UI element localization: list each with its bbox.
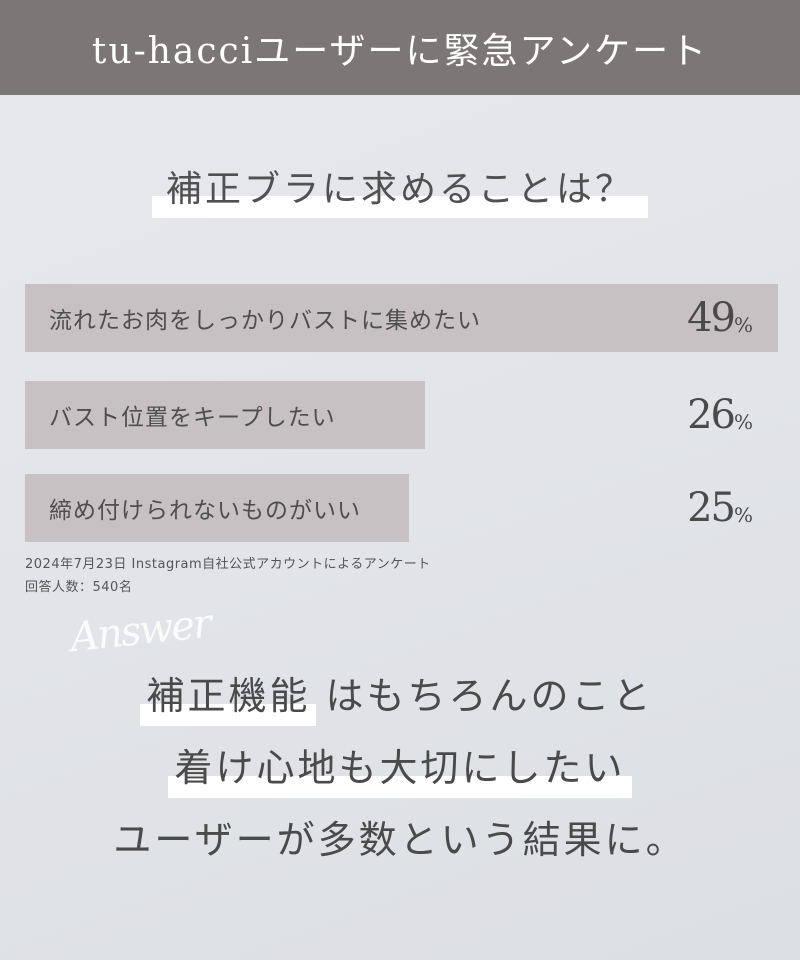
bar-label: 流れたお肉をしっかりバストに集めたい <box>49 308 481 334</box>
bar-value: 26% <box>687 381 753 449</box>
question-text: 補正ブラに求めることは？ <box>165 169 634 210</box>
bar <box>25 474 410 542</box>
bar-value-unit: % <box>733 503 753 527</box>
bar-value-number: 49 <box>687 295 736 341</box>
header-title: tu-hacciユーザーに緊急アンケート <box>91 30 709 72</box>
bar-label: バスト位置をキープしたい <box>49 405 336 431</box>
answer-line-1: 補正機能 はもちろんのこと <box>0 672 800 726</box>
bar-value-unit: % <box>733 410 753 434</box>
bar <box>25 381 425 449</box>
source-note: 2024年7月23日 Instagram自社公式アカウントによるアンケート <box>25 557 431 572</box>
bar-value-number: 25 <box>687 485 736 531</box>
bar-value-unit: % <box>733 313 753 337</box>
answer-line-2: 着け心地も大切にしたい <box>0 744 800 798</box>
answer-line-3: ユーザーが多数という結果に。 <box>113 818 687 862</box>
answer-highlight-2: 着け心地も大切にしたい <box>168 744 632 798</box>
bar <box>25 284 778 352</box>
answer-line-1-highlight-text: 補正機能 <box>146 674 311 718</box>
answer-line-1-text: はもちろんのこと <box>310 674 654 718</box>
bar-value: 49% <box>687 284 753 352</box>
answer-highlight-1: 補正機能 <box>140 672 317 726</box>
respondents-note: 回答人数：540名 <box>25 580 133 595</box>
bar-value-number: 26 <box>687 392 736 438</box>
answer-line-2-text: 着け心地も大切にしたい <box>174 746 626 790</box>
bar-label: 締め付けられないものがいい <box>49 498 361 524</box>
header-banner: tu-hacciユーザーに緊急アンケート <box>0 0 800 95</box>
question-heading: 補正ブラに求めることは？ <box>0 160 800 218</box>
question-highlight <box>151 196 648 218</box>
bar-value: 25% <box>687 474 753 542</box>
answer-script-logo: Answer <box>67 600 213 662</box>
